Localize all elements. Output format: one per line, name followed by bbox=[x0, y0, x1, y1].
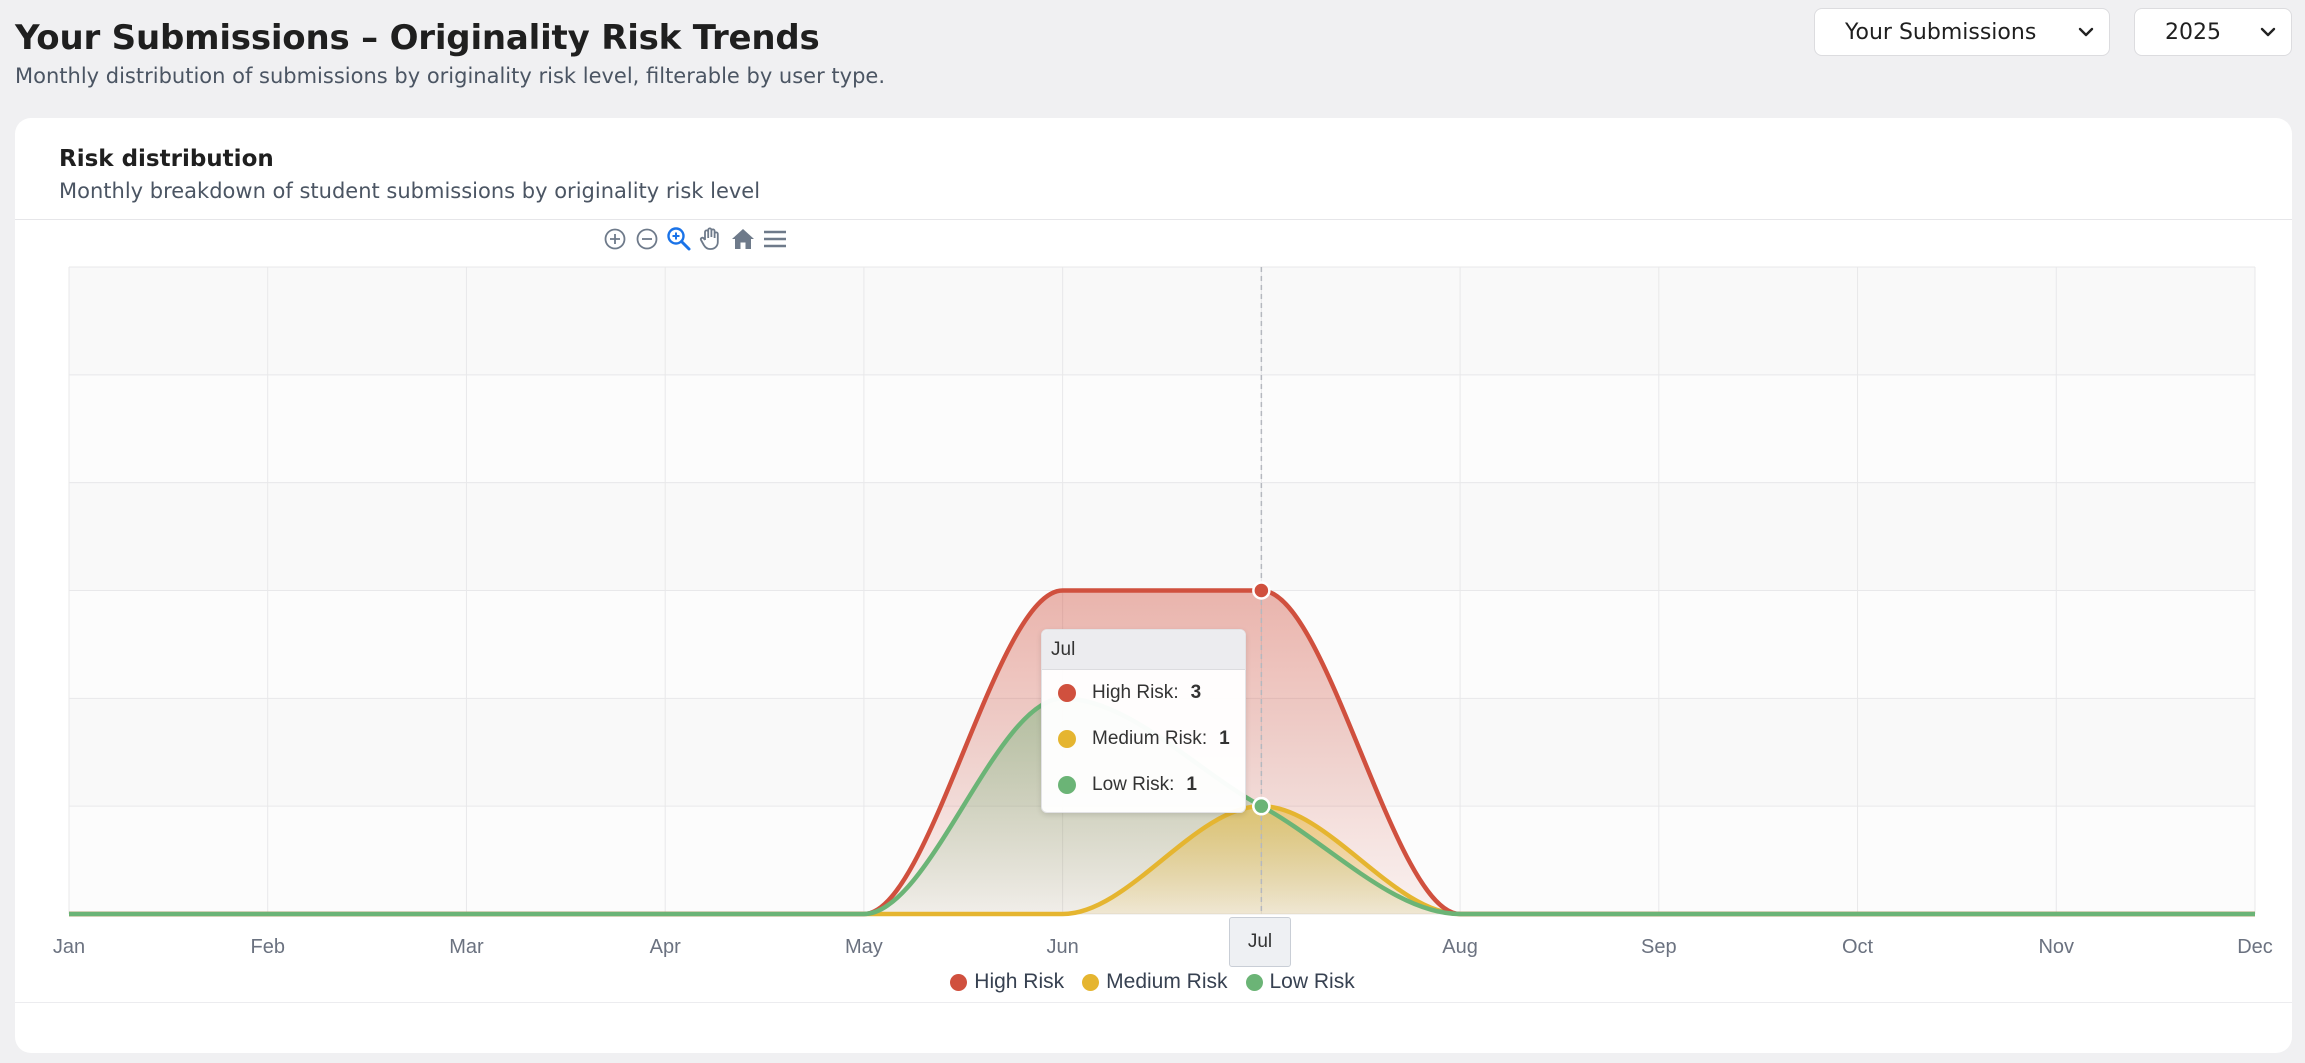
card-footer-divider bbox=[15, 1002, 2292, 1003]
x-tick-label: Dec bbox=[2237, 936, 2273, 958]
tooltip-row-medium-risk: Medium Risk: 1 bbox=[1042, 716, 1245, 762]
tooltip-row-high-risk: High Risk: 3 bbox=[1042, 670, 1245, 716]
x-tick-label: Jun bbox=[1047, 936, 1079, 958]
chevron-down-icon bbox=[2260, 27, 2276, 37]
grid-band bbox=[69, 374, 2255, 483]
legend-label-high-risk: High Risk bbox=[974, 970, 1065, 993]
legend-label-low-risk: Low Risk bbox=[1269, 970, 1355, 993]
x-tick-label: Aug bbox=[1442, 936, 1478, 958]
zoom-in-icon[interactable] bbox=[602, 226, 628, 252]
chart-legend: High Risk Medium Risk Low Risk bbox=[0, 970, 2305, 994]
card-header: Risk distribution Monthly breakdown of s… bbox=[15, 118, 2292, 220]
user-type-select[interactable]: Your Submissions bbox=[1814, 8, 2110, 56]
chevron-down-icon bbox=[2078, 27, 2094, 37]
x-tick-label: Nov bbox=[2038, 936, 2074, 958]
card-title: Risk distribution bbox=[59, 146, 274, 172]
tooltip-title: Jul bbox=[1042, 630, 1245, 670]
grid-band bbox=[69, 267, 2255, 375]
page-subtitle: Monthly distribution of submissions by o… bbox=[15, 64, 885, 88]
legend-label-medium-risk: Medium Risk bbox=[1106, 970, 1228, 993]
x-tick-label: Mar bbox=[449, 936, 484, 958]
legend-marker-medium-risk bbox=[1082, 973, 1100, 991]
year-select-value: 2025 bbox=[2165, 19, 2221, 45]
x-tick-label: Apr bbox=[650, 936, 681, 958]
reset-home-icon[interactable] bbox=[730, 226, 756, 252]
zoom-out-icon[interactable] bbox=[634, 226, 660, 252]
pan-hand-icon[interactable] bbox=[698, 226, 724, 252]
tooltip-series-name: Medium Risk bbox=[1092, 728, 1202, 749]
chart-toolbar bbox=[602, 222, 788, 256]
legend-item-low-risk[interactable]: Low Risk bbox=[1245, 970, 1355, 994]
chart-tooltip: Jul High Risk: 3 Medium Risk: 1 Low Risk… bbox=[1041, 629, 1246, 813]
tooltip-series-value: 1 bbox=[1186, 774, 1197, 795]
legend-marker-high-risk bbox=[950, 973, 968, 991]
user-type-select-value: Your Submissions bbox=[1845, 19, 2037, 45]
legend-item-high-risk[interactable]: High Risk bbox=[950, 970, 1064, 994]
legend-marker-low-risk bbox=[1245, 973, 1263, 991]
tooltip-marker bbox=[1058, 776, 1076, 794]
tooltip-series-value: 1 bbox=[1219, 728, 1230, 749]
card-subtitle: Monthly breakdown of student submissions… bbox=[59, 179, 761, 203]
selection-zoom-icon[interactable] bbox=[666, 226, 692, 252]
tooltip-marker bbox=[1058, 730, 1076, 748]
tooltip-series-value: 3 bbox=[1190, 682, 1202, 703]
grid-band bbox=[69, 482, 2255, 591]
menu-icon[interactable] bbox=[762, 226, 788, 252]
crosshair-x-label: Jul bbox=[1229, 917, 1291, 967]
x-tick-label: May bbox=[845, 936, 883, 958]
tooltip-row-low-risk: Low Risk: 1 bbox=[1042, 762, 1245, 808]
tooltip-series-name: Low Risk bbox=[1092, 774, 1170, 795]
x-tick-label: Sep bbox=[1641, 936, 1677, 958]
hover-marker-high-risk bbox=[1252, 581, 1271, 600]
hover-marker-low-risk bbox=[1252, 796, 1271, 816]
x-tick-label: Jan bbox=[53, 936, 85, 958]
page-title: Your Submissions – Originality Risk Tren… bbox=[15, 18, 820, 58]
legend-item-medium-risk[interactable]: Medium Risk bbox=[1082, 970, 1228, 994]
x-tick-label: Oct bbox=[1842, 936, 1874, 958]
tooltip-marker bbox=[1058, 684, 1076, 702]
tooltip-series-name: High Risk bbox=[1092, 682, 1174, 703]
year-select[interactable]: 2025 bbox=[2134, 8, 2292, 56]
x-tick-label: Feb bbox=[250, 936, 284, 958]
